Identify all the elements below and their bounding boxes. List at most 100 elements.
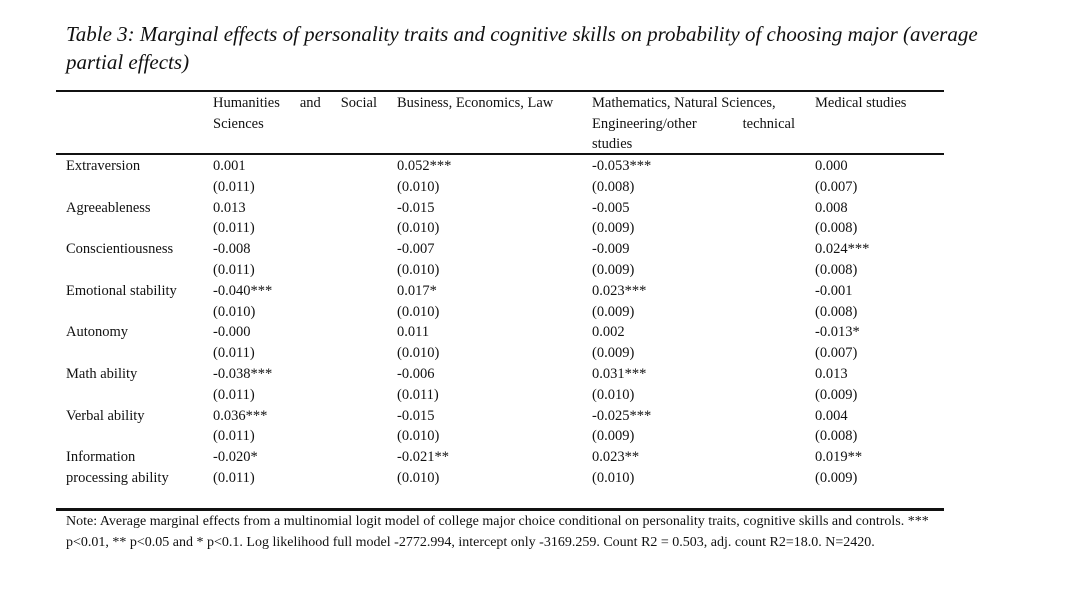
table-row-verbal-ability: Verbal ability 0.036*** -0.015 -0.025***… [0, 406, 1080, 448]
coef-cell: 0.023*** [592, 282, 647, 299]
table-row-information-processing: Information processing ability -0.020* -… [0, 447, 1080, 489]
header-business: Business, Economics, Law [397, 93, 582, 114]
se-cell: (0.009) [592, 345, 635, 362]
coef-cell: -0.020* [213, 449, 258, 466]
table-row-agreeableness: Agreeableness 0.013 -0.015 -0.005 0.008 … [0, 198, 1080, 240]
table-caption: Table 3: Marginal effects of personality… [66, 22, 978, 74]
row-label: Information [66, 449, 136, 466]
header-stem-line-2: Engineering/other technical [592, 114, 795, 135]
row-label: Verbal ability [66, 407, 145, 424]
coef-cell: 0.031*** [592, 365, 647, 382]
coef-cell: -0.013* [815, 324, 860, 341]
se-cell: (0.010) [397, 178, 440, 195]
se-cell: (0.008) [815, 428, 858, 445]
se-cell: (0.008) [815, 303, 858, 320]
coef-cell: 0.023** [592, 449, 640, 466]
header-word: Engineering/other [592, 115, 697, 132]
coef-cell: 0.013 [213, 199, 246, 216]
se-cell: (0.010) [397, 345, 440, 362]
coef-cell: 0.011 [397, 324, 430, 341]
header-word: technical [742, 115, 795, 132]
coef-cell: 0.024*** [815, 241, 870, 258]
se-cell: (0.010) [397, 220, 440, 237]
coef-cell: 0.002 [592, 324, 625, 341]
header-medical-line-1: Medical studies [815, 95, 907, 111]
table-row-emotional-stability: Emotional stability -0.040*** 0.017* 0.0… [0, 281, 1080, 323]
coef-cell: -0.053*** [592, 158, 652, 174]
header-rule [56, 153, 944, 155]
se-cell: (0.008) [815, 261, 858, 278]
se-cell: (0.011) [213, 220, 255, 237]
header-stem: Mathematics, Natural Sciences, Engineeri… [592, 93, 795, 155]
coef-cell: -0.038*** [213, 365, 273, 382]
coef-cell: -0.015 [397, 407, 435, 424]
coef-cell: 0.000 [815, 158, 848, 174]
header-humanities: Humanities and Social Sciences [213, 93, 377, 134]
table-body: Extraversion 0.001 0.052*** -0.053*** 0.… [0, 156, 1080, 489]
coef-cell: -0.001 [815, 282, 853, 299]
se-cell: (0.010) [397, 469, 440, 486]
se-cell: (0.009) [592, 220, 635, 237]
se-cell: (0.010) [397, 261, 440, 278]
se-cell: (0.010) [592, 469, 635, 486]
coef-cell: -0.000 [213, 324, 251, 341]
se-cell: (0.011) [213, 386, 255, 403]
header-word: Humanities [213, 95, 280, 111]
coef-cell: -0.015 [397, 199, 435, 216]
coef-cell: -0.005 [592, 199, 630, 216]
table-row-math-ability: Math ability -0.038*** -0.006 0.031*** 0… [0, 364, 1080, 406]
coef-cell: -0.040*** [213, 282, 273, 299]
se-cell: (0.009) [815, 469, 858, 486]
header-medical: Medical studies [815, 93, 945, 114]
coef-cell: 0.013 [815, 365, 848, 382]
coef-cell: 0.036*** [213, 407, 268, 424]
header-word: and [299, 95, 321, 111]
se-cell: (0.010) [397, 428, 440, 445]
se-cell: (0.010) [592, 386, 635, 403]
se-cell: (0.011) [397, 386, 439, 403]
coef-cell: -0.008 [213, 241, 251, 258]
row-label: Emotional stability [66, 282, 177, 299]
top-rule [56, 90, 944, 92]
row-label: Conscientiousness [66, 241, 174, 258]
se-cell: (0.011) [213, 428, 255, 445]
row-label: Extraversion [66, 158, 141, 174]
coef-cell: 0.004 [815, 407, 848, 424]
table-row-autonomy: Autonomy -0.000 0.011 0.002 -0.013* (0.0… [0, 322, 1080, 364]
row-label: Autonomy [66, 324, 129, 341]
coef-cell: -0.006 [397, 365, 435, 382]
bottom-rule [56, 508, 944, 511]
coef-cell: 0.052*** [397, 158, 452, 174]
coef-cell: 0.008 [815, 199, 848, 216]
row-label-cont: processing ability [66, 469, 169, 486]
se-cell: (0.011) [213, 345, 255, 362]
header-stem-line-3: studies [592, 136, 633, 152]
se-cell: (0.009) [592, 303, 635, 320]
se-cell: (0.011) [213, 469, 255, 486]
table-row-conscientiousness: Conscientiousness -0.008 -0.007 -0.009 0… [0, 239, 1080, 281]
table-note: Note: Average marginal effects from a mu… [66, 514, 929, 550]
row-label: Math ability [66, 365, 138, 382]
se-cell: (0.011) [213, 261, 255, 278]
se-cell: (0.008) [592, 178, 635, 195]
header-business-line-1: Business, Economics, Law [397, 95, 554, 111]
se-cell: (0.009) [592, 261, 635, 278]
header-humanities-line-1: Humanities and Social [213, 93, 377, 114]
coef-cell: -0.025*** [592, 407, 652, 424]
se-cell: (0.009) [815, 386, 858, 403]
row-label: Agreeableness [66, 199, 151, 216]
coef-cell: 0.017* [397, 282, 437, 299]
se-cell: (0.011) [213, 178, 255, 195]
se-cell: (0.009) [592, 428, 635, 445]
header-humanities-line-2: Sciences [213, 115, 264, 132]
table-row-extraversion: Extraversion 0.001 0.052*** -0.053*** 0.… [0, 156, 1080, 198]
coef-cell: -0.007 [397, 241, 435, 258]
coef-cell: -0.009 [592, 241, 630, 258]
se-cell: (0.010) [213, 303, 256, 320]
se-cell: (0.007) [815, 178, 858, 195]
se-cell: (0.007) [815, 345, 858, 362]
coef-cell: 0.019** [815, 449, 863, 466]
coef-cell: -0.021** [397, 449, 449, 466]
coef-cell: 0.001 [213, 158, 246, 174]
header-word: Social [340, 95, 377, 111]
